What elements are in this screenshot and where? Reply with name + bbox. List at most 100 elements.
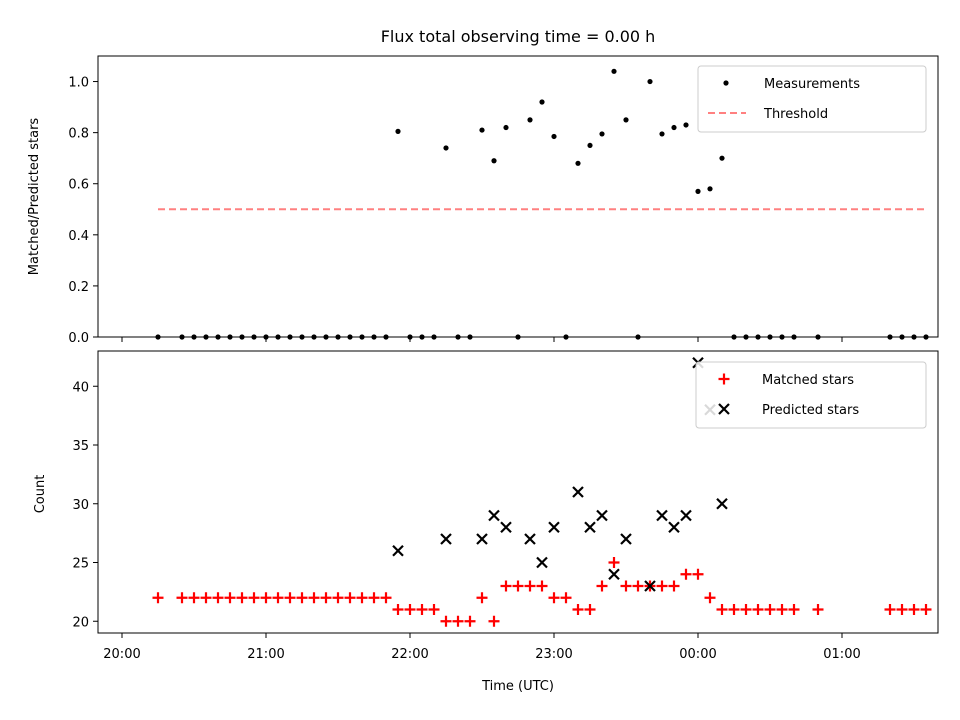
x-tick-label: 21:00 [247, 647, 284, 662]
predicted-stars-point [440, 533, 452, 545]
matched-stars-point [224, 592, 236, 604]
predicted-stars-point [500, 521, 512, 534]
predicted-stars-point [488, 509, 500, 522]
measurement-point [623, 117, 629, 123]
matched-stars-point [812, 604, 824, 615]
top-panel-ratio: 0.0 0.2 0.4 0.6 0.8 1.0 Matched/Predicted sta… [27, 55, 939, 346]
matched-stars-point [476, 592, 488, 604]
legend-label: Threshold [763, 107, 828, 122]
predicted-stars-point [716, 497, 728, 510]
matched-stars-point [680, 568, 692, 580]
matched-stars-point [440, 615, 452, 627]
matched-stars-point [908, 604, 920, 615]
measurement-point [491, 158, 497, 164]
y-tick-label: 30 [72, 498, 89, 513]
measurement-point [551, 133, 557, 140]
top-panel-ylabel: Matched/Predicted stars [27, 118, 42, 276]
y-tick-label: 0.6 [68, 178, 89, 193]
matched-stars-point [584, 604, 596, 615]
measurement-point [695, 188, 701, 194]
y-tick-label: 0.0 [68, 331, 89, 346]
matched-stars-point [188, 592, 200, 604]
matched-stars-point [560, 592, 572, 604]
measurement-point [587, 142, 593, 149]
matched-stars-point [200, 592, 212, 604]
measurement-point [611, 68, 617, 74]
legend-label: Predicted stars [762, 403, 859, 418]
matched-stars-point [788, 604, 800, 615]
matched-stars-point [452, 615, 464, 627]
bottom-panel-xlabel: Time (UTC) [481, 679, 554, 694]
predicted-stars-point [596, 509, 608, 522]
x-tick-label: 23:00 [535, 647, 572, 662]
y-tick-label: 1.0 [68, 76, 89, 91]
matched-stars-point [572, 604, 584, 615]
measurement-point [647, 78, 653, 85]
y-tick-label: 0.4 [68, 229, 89, 244]
matched-stars-point [464, 615, 476, 627]
top-panel-ticks: 0.0 0.2 0.4 0.6 0.8 1.0 [68, 76, 843, 346]
matched-stars-point [260, 592, 272, 604]
predicted-stars-point [668, 521, 680, 534]
matched-stars-point [536, 580, 548, 592]
matched-stars-point [152, 592, 164, 604]
legend-box [695, 361, 927, 429]
matched-stars-point [428, 604, 440, 615]
y-tick-label: 20 [72, 615, 89, 630]
matched-stars-point [620, 580, 632, 592]
x-tick-label: 00:00 [679, 647, 716, 662]
matched-stars-point [368, 592, 380, 604]
matched-stars-point [380, 592, 392, 604]
matched-stars-point [392, 604, 404, 615]
matched-stars-point [776, 604, 788, 615]
matched-stars-point [488, 615, 500, 627]
matched-stars-point [404, 604, 416, 615]
bottom-panel-ylabel: Count [33, 475, 48, 514]
measurement-point [395, 128, 401, 134]
measurement-point [599, 131, 605, 137]
measurement-point [479, 127, 485, 133]
predicted-stars-point [718, 403, 730, 415]
y-tick-label: 25 [72, 557, 89, 572]
matched-stars-point [548, 592, 560, 604]
matched-stars-point [752, 604, 764, 615]
measurement-point [671, 124, 677, 131]
measurement-point [539, 99, 545, 105]
predicted-stars-point [620, 533, 632, 545]
top-panel-frame [97, 55, 939, 338]
bottom-panel-legend: Matched stars Predicted stars [695, 361, 927, 429]
matched-stars-point [668, 580, 680, 592]
measurement-point [719, 155, 725, 161]
matched-stars-point [896, 604, 908, 615]
matched-stars-point [608, 557, 620, 568]
matched-stars-point [284, 592, 296, 604]
matched-stars-point [596, 580, 608, 592]
matched-stars-point [704, 592, 716, 604]
matched-stars-point [728, 604, 740, 615]
matched-stars-point [764, 604, 776, 615]
x-tick-label: 22:00 [391, 647, 428, 662]
matched-stars-point [296, 592, 308, 604]
legend-label: Matched stars [762, 373, 854, 388]
matched-stars-point [692, 568, 704, 580]
matched-stars-point [656, 580, 668, 592]
predicted-stars-point [680, 509, 692, 522]
measurement-point [443, 145, 449, 151]
predicted-stars-point [656, 509, 668, 522]
x-tick-label: 01:00 [823, 647, 860, 662]
predicted-stars-point [392, 544, 404, 557]
measurement-point [575, 160, 581, 166]
matched-stars-point [512, 580, 524, 592]
measurement-point [723, 80, 729, 86]
predicted-stars-point [476, 533, 488, 545]
matched-stars-point [212, 592, 224, 604]
matched-stars-point [524, 580, 536, 592]
top-panel-legend: Measurements Threshold [697, 65, 927, 133]
predicted-stars-point [572, 486, 584, 498]
measurement-point [659, 131, 665, 137]
bottom-panel-counts: 20 25 30 35 40 20:00 21:00 22:00 23:00 00:00 01:00… [33, 350, 939, 694]
matched-stars-point [356, 592, 368, 604]
matched-stars-point [332, 592, 344, 604]
matched-stars-point [416, 604, 428, 615]
